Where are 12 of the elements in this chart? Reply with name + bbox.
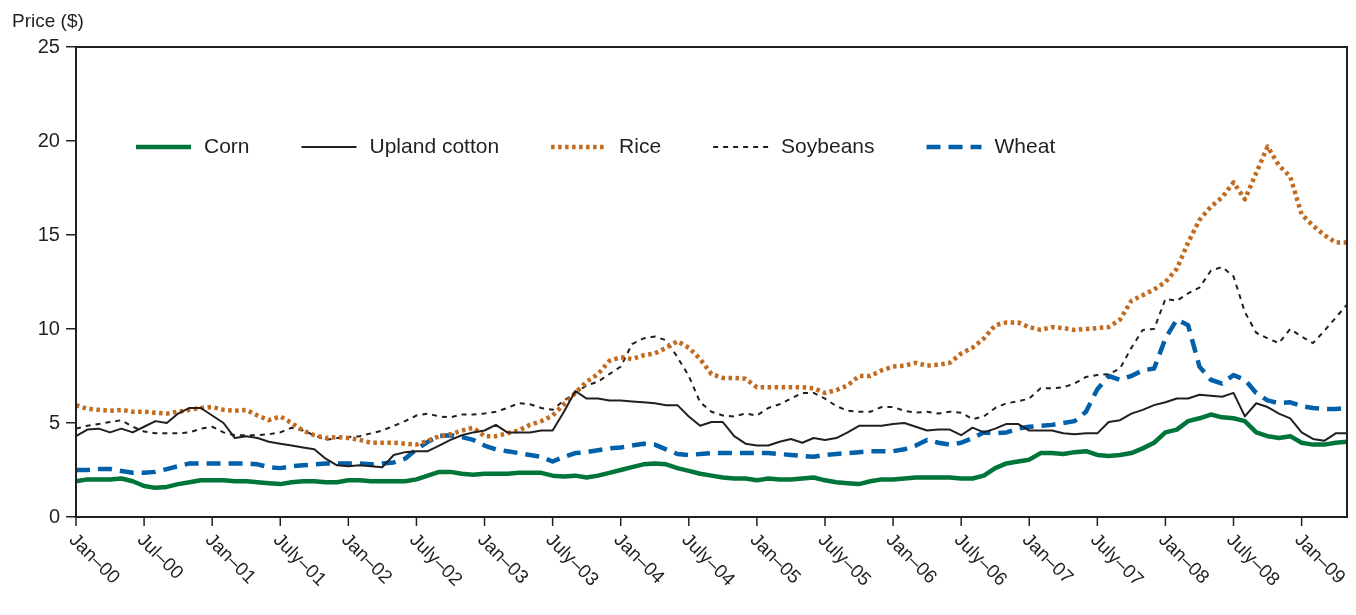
y-tick-label: 5 [48, 410, 60, 433]
y-tick-label: 25 [37, 34, 60, 57]
legend-label: Rice [619, 133, 662, 157]
y-tick-label: 10 [37, 316, 60, 339]
legend-label: Corn [204, 133, 250, 157]
legend-label: Wheat [994, 133, 1056, 157]
y-tick-label: 20 [37, 128, 60, 151]
y-axis-title: Price ($) [12, 10, 84, 32]
y-tick-label: 15 [37, 222, 60, 245]
legend-label: Upland cotton [369, 133, 500, 157]
legend-label: Soybeans [781, 133, 875, 157]
y-tick-label: 0 [48, 504, 60, 527]
